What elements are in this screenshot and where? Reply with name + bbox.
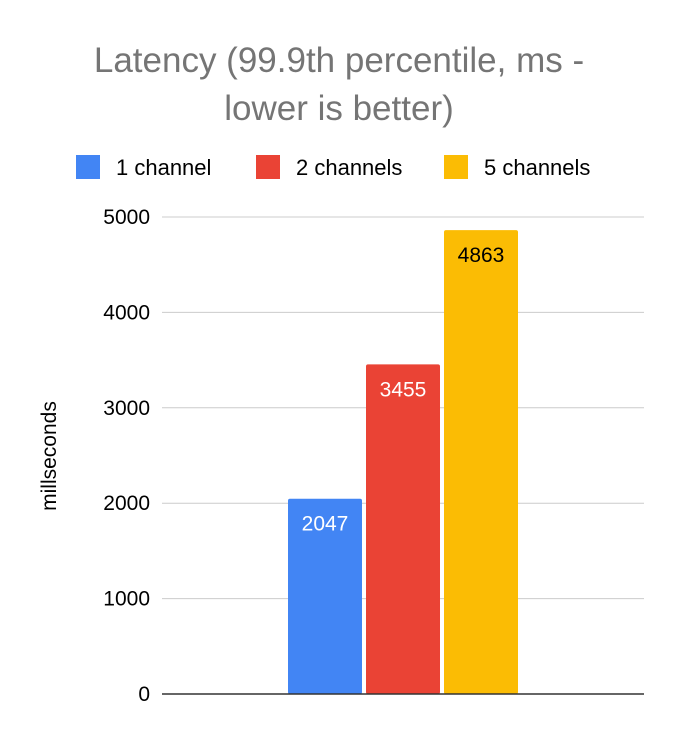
bar — [366, 364, 440, 694]
legend-swatch — [444, 155, 468, 179]
bar — [444, 230, 518, 694]
y-tick-label: 4000 — [103, 301, 150, 324]
legend-swatch — [256, 155, 280, 179]
y-axis-ticks: 0 1000 2000 3000 4000 5000 — [103, 206, 150, 706]
legend-label: 2 channels — [296, 155, 402, 180]
legend-label: 1 channel — [116, 155, 211, 180]
legend-swatch — [76, 155, 100, 179]
bars — [288, 230, 518, 694]
y-axis-label: millseconds — [38, 401, 61, 511]
data-labels: 2047 3455 4863 — [302, 244, 505, 536]
legend: 1 channel 2 channels 5 channels — [76, 155, 590, 180]
legend-label: 5 channels — [484, 155, 590, 180]
chart-title-line-1: Latency (99.9th percentile, ms - — [94, 41, 584, 80]
y-tick-label: 0 — [138, 683, 150, 706]
y-tick-label: 1000 — [103, 588, 150, 611]
bar — [288, 498, 362, 694]
y-tick-label: 5000 — [103, 206, 150, 229]
y-tick-label: 3000 — [103, 397, 150, 420]
y-tick-label: 2000 — [103, 492, 150, 515]
bar-value-label: 2047 — [302, 513, 349, 536]
chart-title-line-2: lower is better) — [224, 89, 454, 128]
bar-value-label: 4863 — [458, 244, 505, 267]
bar-value-label: 3455 — [380, 378, 427, 401]
